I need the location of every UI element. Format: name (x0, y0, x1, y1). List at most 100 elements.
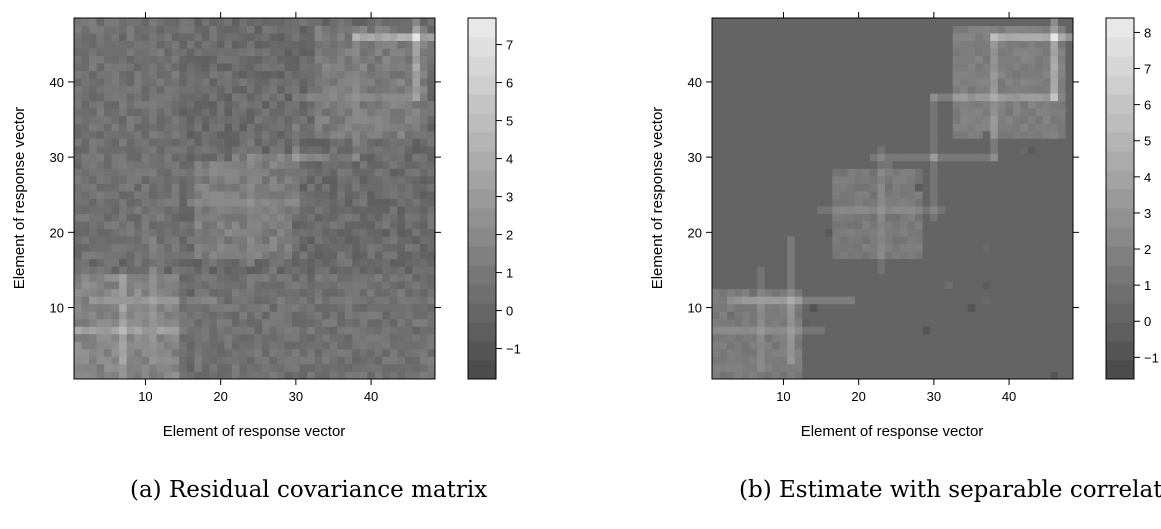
heatmap-cell (1012, 190, 1021, 199)
heatmap-cell (712, 145, 720, 154)
heatmap-cell (900, 258, 908, 267)
heatmap-cell (397, 251, 406, 260)
heatmap-cell (922, 130, 931, 139)
heatmap-cell (847, 258, 856, 267)
heatmap-cell (1020, 168, 1029, 177)
heatmap-cell (900, 130, 908, 139)
heatmap-cell (337, 108, 346, 117)
heatmap-cell (930, 33, 939, 41)
heatmap-cell (419, 78, 428, 87)
heatmap-cell (322, 55, 331, 64)
heatmap-cell (337, 206, 346, 214)
heatmap-cell (314, 85, 323, 94)
heatmap-cell (179, 236, 188, 245)
heatmap-cell (119, 70, 128, 79)
heatmap-cell (216, 138, 225, 147)
heatmap-cell (314, 341, 323, 350)
heatmap-cell (982, 333, 991, 342)
heatmap-cell (1050, 70, 1059, 79)
heatmap-cell (854, 145, 863, 154)
heatmap-cell (171, 288, 180, 297)
colorbar-swatch (468, 341, 496, 361)
heatmap-cell (344, 63, 353, 72)
heatmap-cell (367, 258, 376, 267)
heatmap-cell (262, 190, 270, 199)
heatmap-cell (960, 70, 969, 79)
heatmap-cell (89, 168, 97, 177)
heatmap-cell (231, 123, 240, 132)
heatmap-cell (907, 198, 916, 207)
heatmap-cell (1050, 341, 1059, 350)
heatmap-cell (824, 190, 833, 199)
heatmap-cell (952, 281, 961, 290)
heatmap-cell (254, 93, 263, 102)
heatmap-cell (742, 273, 750, 282)
heatmap-cell (427, 115, 436, 124)
heatmap-cell (1020, 326, 1029, 335)
heatmap-cell (960, 93, 969, 102)
heatmap-cell (900, 236, 908, 245)
heatmap-cell (817, 108, 826, 117)
heatmap-cell (74, 78, 82, 87)
heatmap-cell (254, 40, 263, 49)
heatmap-cell (839, 243, 848, 252)
heatmap-cell (787, 33, 796, 41)
heatmap-cell (277, 341, 285, 350)
heatmap-cell (277, 303, 285, 312)
heatmap-cell (719, 40, 728, 49)
heatmap-cell (937, 363, 946, 372)
heatmap-cell (1020, 296, 1029, 305)
heatmap-cell (900, 198, 908, 207)
heatmap-cell (1050, 273, 1059, 282)
heatmap-cell (141, 273, 150, 282)
heatmap-cell (269, 206, 278, 214)
heatmap-cell (975, 206, 984, 214)
heatmap-cell (1035, 130, 1044, 139)
heatmap-cell (854, 221, 863, 229)
heatmap-cell (764, 33, 773, 41)
heatmap-cell (945, 78, 954, 87)
heatmap-cell (269, 311, 278, 320)
heatmap-cell (1027, 40, 1036, 49)
heatmap-cell (164, 18, 173, 26)
heatmap-cell (869, 78, 878, 87)
heatmap-cell (119, 318, 128, 327)
heatmap-cell (1042, 288, 1051, 297)
heatmap-cell (322, 175, 331, 184)
heatmap-cell (982, 296, 991, 305)
heatmap-cell (712, 333, 720, 342)
heatmap-cell (779, 145, 788, 154)
heatmap-cell (412, 48, 421, 56)
heatmap-cell (794, 183, 803, 192)
heatmap-cell (382, 318, 391, 327)
heatmap-cell (772, 108, 781, 117)
heatmap-cell (982, 363, 991, 372)
heatmap-cell (990, 190, 999, 199)
heatmap-cell (352, 371, 361, 380)
heatmap-cell (915, 243, 923, 252)
heatmap-cell (915, 78, 923, 87)
heatmap-cell (284, 48, 293, 56)
heatmap-cell (307, 236, 316, 245)
heatmap-cell (787, 70, 796, 79)
heatmap-cell (299, 341, 308, 350)
heatmap-cell (892, 123, 901, 132)
heatmap-cell (134, 236, 143, 245)
heatmap-cell (156, 145, 165, 154)
heatmap-cell (216, 183, 225, 192)
heatmap-cell (862, 85, 871, 94)
heatmap-cell (134, 333, 143, 342)
heatmap-cell (937, 85, 946, 94)
heatmap-cell (216, 221, 225, 229)
heatmap-cell (794, 78, 803, 87)
heatmap-cell (832, 228, 841, 237)
heatmap-cell (922, 213, 931, 222)
heatmap-cell (299, 333, 308, 342)
heatmap-cell (404, 318, 413, 327)
heatmap-cell (779, 371, 788, 380)
heatmap-cell (224, 130, 233, 139)
heatmap-cell (186, 145, 195, 154)
heatmap-cell (231, 303, 240, 312)
heatmap-cell (389, 190, 398, 199)
heatmap-cell (134, 251, 143, 260)
